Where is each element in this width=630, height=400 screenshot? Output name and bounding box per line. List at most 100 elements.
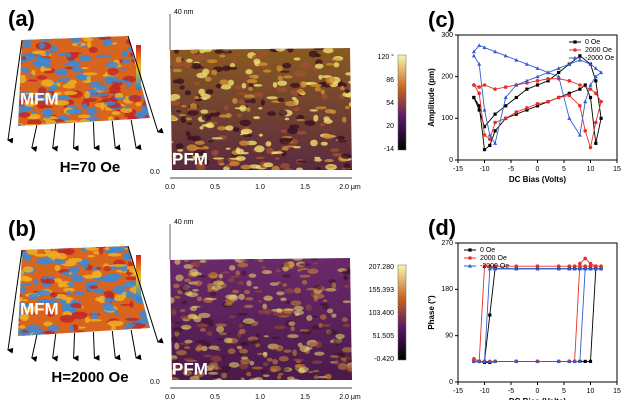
pfm-grain: [208, 272, 218, 276]
pfm-grain: [217, 159, 224, 164]
y-tick-label: 90: [445, 333, 453, 340]
x-tick-label: 15: [613, 388, 621, 395]
pfm-grain: [174, 342, 180, 350]
mfm-domain: [26, 324, 41, 332]
pfm-grain: [314, 158, 322, 162]
pfm-grain: [190, 262, 197, 267]
data-point: [583, 99, 588, 104]
pfm-grain: [230, 57, 237, 63]
data-point: [468, 256, 472, 260]
pfm-grain: [263, 335, 269, 338]
pfm-grain: [238, 323, 244, 328]
mfm-domain: [141, 273, 150, 279]
pfm-grain: [282, 283, 287, 287]
pfm-grain: [342, 91, 352, 98]
data-point: [577, 266, 582, 271]
pfm-grain: [284, 288, 294, 294]
colorbar-label: 207.280: [369, 264, 394, 271]
tile-edge: [7, 249, 23, 354]
pfm-grain: [196, 274, 207, 278]
pfm-grain: [305, 304, 312, 311]
pfm-grain: [278, 356, 289, 362]
pfm-grain: [269, 282, 279, 286]
mfm-domain: [139, 311, 147, 319]
data-point: [588, 61, 593, 66]
pfm-grain: [260, 369, 267, 373]
mfm-domain: [102, 74, 108, 78]
mfm-domain: [145, 73, 150, 80]
data-point: [514, 112, 518, 116]
pfm-grain: [170, 65, 172, 69]
mfm-domain: [66, 290, 72, 295]
pfm-grain: [238, 99, 246, 105]
pfm-grain: [183, 357, 194, 361]
pfm-grain: [194, 95, 200, 100]
mfm-domain: [55, 95, 71, 101]
x-axis-title: DC Bias (Volts): [509, 175, 567, 184]
tile-edge: [127, 35, 164, 134]
pfm-grain: [226, 332, 232, 336]
colorbar-label: 54: [386, 100, 394, 107]
pfm-grain: [293, 287, 302, 294]
pfm-grain: [297, 367, 305, 374]
mfm-domain: [93, 246, 107, 249]
y-axis-title: Phase (°): [427, 295, 436, 330]
mfm-domain: [78, 119, 91, 126]
data-point: [503, 53, 508, 58]
mfm-domain: [142, 285, 150, 292]
mfm-domain: [13, 45, 18, 47]
pfm-grain: [208, 140, 214, 143]
mfm-domain: [149, 54, 150, 58]
mfm-domain: [109, 119, 115, 126]
pfm-grain: [202, 146, 209, 150]
mfm-domain: [114, 116, 120, 121]
mfm-domain: [61, 271, 70, 276]
data-point: [583, 266, 588, 271]
mfm-domain: [135, 110, 146, 119]
pfm-grain: [237, 280, 244, 285]
pfm-grain: [177, 169, 188, 170]
y-tick-label: 300: [441, 32, 453, 39]
pfm-label: PFM: [172, 359, 208, 378]
pfm-grain: [201, 345, 208, 352]
mfm-domain: [23, 299, 28, 302]
mfm-domain: [117, 68, 128, 71]
data-point: [482, 107, 487, 112]
data-point: [514, 264, 519, 268]
data-point: [588, 261, 593, 266]
pfm-grain: [329, 148, 340, 153]
pfm-grain: [293, 146, 302, 149]
mfm-domain: [98, 295, 106, 304]
pfm-grain: [343, 162, 351, 169]
data-point: [572, 359, 577, 364]
pfm-grain: [179, 285, 191, 293]
pfm-grain: [255, 333, 260, 338]
pfm-grain: [217, 126, 227, 131]
colorbar: [397, 264, 407, 361]
colorbar-label: 51.505: [373, 333, 395, 340]
pfm-grain: [299, 345, 310, 353]
tile-arrow: [30, 124, 38, 152]
data-point: [514, 95, 518, 100]
pfm-grain: [196, 344, 203, 351]
pfm-grain: [170, 379, 173, 380]
data-point: [477, 91, 482, 96]
mfm-domain: [75, 125, 85, 126]
x-tick-label: -10: [479, 166, 489, 173]
pfm-grain: [324, 159, 334, 163]
mfm-domain: [142, 285, 150, 290]
data-point: [472, 95, 476, 100]
mfm-domain: [104, 247, 110, 251]
pfm-grain: [216, 325, 225, 333]
pfm-grain: [276, 65, 283, 72]
pfm-grain: [236, 148, 245, 155]
pfm-grain: [276, 86, 288, 93]
tile-arrow: [111, 120, 121, 151]
mfm-domain: [120, 107, 133, 114]
pfm-grain: [345, 358, 352, 362]
pfm-grain: [287, 48, 294, 53]
mfm-domain: [136, 328, 144, 335]
mfm-domain: [22, 302, 32, 308]
data-point: [599, 70, 604, 75]
pfm-grain: [242, 318, 255, 324]
